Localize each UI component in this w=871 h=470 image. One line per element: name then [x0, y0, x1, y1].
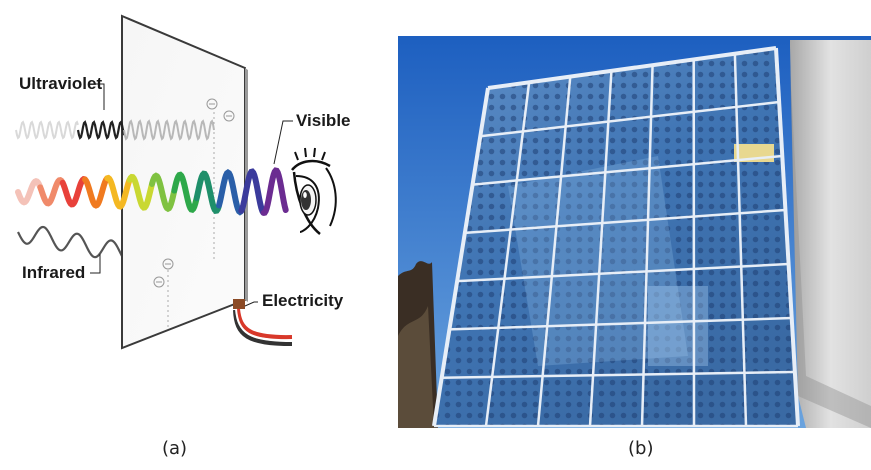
- building-facade-photo: [398, 36, 871, 428]
- solar-window-diagram: Ultraviolet Visible Infrared Electricity: [0, 0, 395, 420]
- spectrum-segment: [171, 171, 200, 214]
- spectrum-segment: [126, 173, 155, 211]
- infrared-label: Infrared: [22, 263, 85, 282]
- electricity-leader: [244, 301, 258, 307]
- cable-black-wire: [233, 309, 293, 346]
- facade-reflection: [648, 286, 708, 366]
- ultraviolet-label: Ultraviolet: [19, 74, 102, 93]
- electron-icon: [162, 258, 174, 270]
- spectrum-segment: [37, 176, 66, 207]
- spectrum-segment: [238, 168, 267, 216]
- caption-a: (a): [162, 438, 188, 459]
- eye-icon: [291, 147, 337, 235]
- infrared-leader: [90, 254, 101, 274]
- facade-frame-grid: [432, 46, 800, 428]
- trees: [398, 261, 438, 428]
- cable-white-wire: [235, 308, 293, 342]
- visible-leader: [273, 120, 293, 165]
- photo-canvas: [398, 36, 871, 428]
- caption-b: (b): [628, 438, 654, 459]
- spectrum-segment: [149, 172, 177, 213]
- spectrum-segment: [15, 177, 43, 206]
- electron-icon: [206, 98, 218, 110]
- spectrum-segment: [82, 175, 110, 209]
- visible-spectrum-wave: [15, 167, 289, 216]
- spectrum-segment: [216, 169, 244, 216]
- electron-icon: [223, 110, 235, 122]
- visible-label: Visible: [296, 111, 351, 130]
- cable-red-wire: [236, 308, 293, 340]
- spectrum-segment: [260, 167, 289, 216]
- ultraviolet-wave: [15, 119, 215, 141]
- spectrum-segment: [104, 174, 133, 210]
- facade-reflection: [508, 156, 688, 366]
- facade-dot-pattern: [434, 48, 798, 426]
- spectrum-segment: [193, 170, 222, 215]
- electricity-label: Electricity: [262, 291, 344, 310]
- spectrum-segment: [59, 176, 88, 208]
- ultraviolet-leader: [92, 83, 105, 110]
- connector-block: [233, 299, 245, 309]
- concrete-wall: [790, 40, 871, 428]
- diagram-canvas: Ultraviolet Visible Infrared Electricity: [15, 14, 351, 350]
- electron-icon: [153, 276, 165, 288]
- wall-shadow: [790, 66, 871, 428]
